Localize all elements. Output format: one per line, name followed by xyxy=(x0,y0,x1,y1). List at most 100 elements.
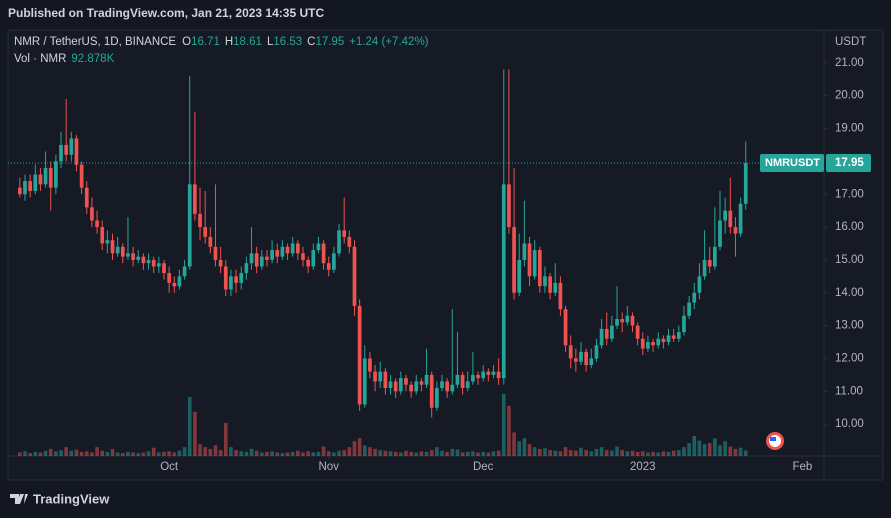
volume-bar xyxy=(383,450,388,456)
volume-bar xyxy=(311,452,316,456)
volume-bar xyxy=(203,447,207,456)
candle-body xyxy=(450,384,455,392)
volume-bar xyxy=(136,453,141,456)
volume-bar xyxy=(671,450,676,456)
flag-canton xyxy=(770,437,776,441)
volume-bar xyxy=(301,452,305,456)
candle-body xyxy=(558,282,563,310)
candle-body xyxy=(620,319,625,323)
candle-body xyxy=(743,163,748,204)
volume-bar xyxy=(697,440,702,456)
candle-body xyxy=(630,315,635,326)
ohlc-label: C xyxy=(307,36,315,48)
candle-body xyxy=(615,319,619,326)
volume-bar xyxy=(553,450,558,456)
ohlc-value: 17.95 xyxy=(315,36,344,48)
volume-bar xyxy=(193,411,197,456)
volume-bar xyxy=(316,451,321,456)
y-tick-label: 13.00 xyxy=(835,320,864,332)
flag-icon[interactable] xyxy=(766,432,784,450)
candle-body xyxy=(198,213,202,228)
volume-bar xyxy=(491,451,496,456)
candle-body xyxy=(625,315,630,323)
candle-body xyxy=(177,276,182,287)
volume-bar xyxy=(157,452,161,456)
candle-body xyxy=(543,276,547,287)
candle-body xyxy=(352,246,357,306)
candle-body xyxy=(594,345,599,359)
volume-bar xyxy=(167,451,171,456)
volume-bar xyxy=(59,450,63,456)
volume-bar xyxy=(28,453,32,456)
candle-body xyxy=(651,342,655,346)
volume-bar xyxy=(95,447,99,456)
volume-bar xyxy=(54,451,58,456)
candle-body xyxy=(532,250,537,277)
candle-body xyxy=(501,184,506,379)
volume-bar xyxy=(568,450,573,456)
ohlc-value: 16.71 xyxy=(191,36,220,48)
y-axis-label: USDT xyxy=(835,36,866,48)
volume-bar xyxy=(414,452,419,456)
volume-bar xyxy=(455,449,460,456)
candle-body xyxy=(316,243,321,251)
y-tick-label: 15.00 xyxy=(835,254,864,266)
volume-bar xyxy=(306,451,310,456)
volume-bar xyxy=(280,453,285,456)
candle-body xyxy=(465,381,470,389)
volume-bar xyxy=(563,447,568,456)
volume-bar xyxy=(285,452,290,456)
volume-bar xyxy=(151,447,156,456)
candle-body xyxy=(28,181,32,191)
volume-bar xyxy=(43,450,48,456)
candle-body xyxy=(100,227,105,244)
candle-body xyxy=(347,236,352,247)
candle-body xyxy=(48,167,53,188)
candle-body xyxy=(69,138,74,155)
volume-bar xyxy=(419,451,424,456)
candle-body xyxy=(17,187,22,195)
volume-bar xyxy=(625,451,630,456)
candle-body xyxy=(455,374,460,385)
candle-body xyxy=(229,276,233,290)
y-tick-label: 20.00 xyxy=(835,90,864,102)
candle-body xyxy=(146,259,151,264)
candle-body xyxy=(162,263,166,274)
volume-bar xyxy=(393,451,398,456)
volume-bar xyxy=(656,452,661,456)
volume-bar xyxy=(213,445,218,456)
volume-bar xyxy=(661,451,666,456)
candle-body xyxy=(79,164,84,188)
volume-bar xyxy=(121,453,125,456)
candle-body xyxy=(182,266,187,277)
x-tick-label: Nov xyxy=(319,461,340,473)
brand-logo xyxy=(10,494,28,504)
candle-body xyxy=(610,325,614,339)
volume-bar xyxy=(218,450,223,456)
candle-body xyxy=(666,335,671,343)
volume-bar xyxy=(64,447,68,456)
volume-bar xyxy=(79,451,84,456)
volume-bar xyxy=(275,452,280,456)
volume-bar xyxy=(743,450,748,456)
candle-body xyxy=(383,371,388,389)
candle-body xyxy=(126,253,130,257)
volume-bar xyxy=(527,444,532,456)
volume-bar xyxy=(388,451,393,456)
candle-body xyxy=(378,371,383,382)
volume-bar xyxy=(543,448,547,456)
candle-body xyxy=(723,210,728,221)
volume-bar xyxy=(342,450,346,456)
candle-body xyxy=(635,325,640,339)
candle-body xyxy=(234,276,238,283)
volume-value: 92.878K xyxy=(71,53,114,65)
y-tick-label: 10.00 xyxy=(835,418,864,430)
candle-body xyxy=(522,243,527,260)
volume-bar xyxy=(115,452,120,456)
volume-bar xyxy=(321,446,326,456)
candle-body xyxy=(342,230,347,237)
candle-body xyxy=(486,371,491,375)
volume-bar xyxy=(208,448,213,456)
candle-body xyxy=(563,309,568,346)
candle-body xyxy=(574,358,578,362)
